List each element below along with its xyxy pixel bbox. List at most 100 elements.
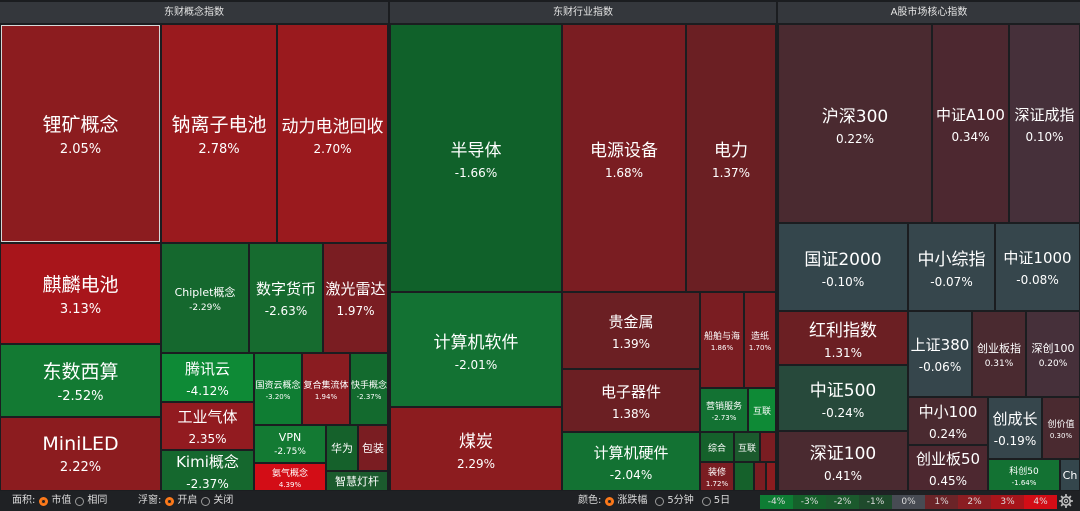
legend-swatch: -3% (793, 495, 826, 509)
tile-csi500[interactable]: 中证500 -0.24% (778, 365, 908, 431)
legend-swatch: -2% (826, 495, 859, 509)
tile-qilin-battery[interactable]: 麒麟电池 3.13% (0, 243, 161, 344)
tile-packaging[interactable]: 包装 (358, 425, 388, 471)
legend-swatch: 3% (991, 495, 1024, 509)
tile-name: 国证2000 (804, 250, 882, 270)
header-industry-index: 东财行业指数 (390, 2, 776, 23)
tile-name: 复合集流体 (303, 380, 349, 391)
color-option-5day[interactable]: 5日 (713, 495, 731, 506)
tile-cni2000[interactable]: 国证2000 -0.10% (778, 223, 908, 311)
tile-kuaishou[interactable]: 快手概念 -2.37% (350, 353, 388, 425)
radio-icon-selected[interactable] (165, 496, 175, 506)
tile-name: 上证380 (910, 336, 970, 354)
tile-electronic-devices[interactable]: 电子器件 1.38% (562, 369, 700, 432)
tile-huawei[interactable]: 华为 (326, 425, 358, 471)
tile-pct: 0.10% (1025, 129, 1064, 144)
tile-pct: -2.37% (356, 392, 382, 401)
tile-name: 中证500 (809, 381, 877, 401)
radio-icon-selected[interactable] (605, 496, 615, 506)
tile-pct: 2.78% (198, 142, 240, 157)
radio-icon[interactable] (655, 496, 665, 506)
tile-pct: 0.24% (928, 427, 968, 441)
tile-name: 中证A100 (936, 105, 1005, 124)
tile-csi-a100[interactable]: 中证A100 0.34% (932, 24, 1009, 223)
tile-precious-metals[interactable]: 贵金属 1.39% (562, 292, 700, 369)
tile-small-industry-3[interactable] (754, 462, 766, 491)
color-label: 颜色: (578, 495, 602, 506)
tile-csi1000[interactable]: 中证1000 -0.08% (995, 223, 1080, 311)
tile-sodium-battery[interactable]: 钠离子电池 2.78% (161, 24, 277, 243)
tile-electricity[interactable]: 电力 1.37% (686, 24, 776, 292)
tile-paper[interactable]: 造纸 1.70% (744, 292, 776, 388)
tile-pct: -0.08% (1016, 273, 1059, 287)
radio-icon[interactable] (201, 496, 211, 506)
tile-digital-currency[interactable]: 数字货币 -2.63% (249, 243, 323, 353)
tile-internet-1[interactable]: 互联 (748, 388, 776, 432)
tile-pct: 0.20% (1038, 358, 1068, 369)
tile-chiplet[interactable]: Chiplet概念 -2.29% (161, 243, 249, 353)
tile-smart-lamp[interactable]: 智慧灯杆 (326, 471, 388, 491)
tile-pct: -2.01% (454, 357, 498, 372)
tile-lidar[interactable]: 激光雷达 1.97% (323, 243, 388, 353)
tile-sme-composite[interactable]: 中小综指 -0.07% (908, 223, 995, 311)
tile-tencent-cloud[interactable]: 腾讯云 -4.12% (161, 353, 254, 402)
tile-name: MiniLED (42, 433, 119, 455)
tile-composite-collector[interactable]: 复合集流体 1.94% (302, 353, 350, 425)
tile-szse100[interactable]: 深证100 0.41% (778, 431, 908, 491)
tile-chinext50[interactable]: 创业板50 0.45% (908, 445, 988, 491)
tile-miniled[interactable]: MiniLED 2.22% (0, 417, 161, 491)
float-option-off[interactable]: 关闭 (213, 495, 234, 506)
area-label: 面积: (12, 495, 36, 506)
tile-power-equipment[interactable]: 电源设备 1.68% (562, 24, 686, 292)
tile-kimi[interactable]: Kimi概念 -2.37% (161, 450, 254, 491)
radio-icon-selected[interactable] (39, 496, 49, 506)
tile-name: 沪深300 (821, 106, 889, 127)
tile-dividend-index[interactable]: 红利指数 1.31% (778, 311, 908, 365)
color-option-5min[interactable]: 5分钟 (667, 495, 694, 506)
radio-icon[interactable] (701, 496, 711, 506)
tile-state-cloud[interactable]: 国资云概念 -3.20% (254, 353, 302, 425)
tile-shenzhen-innovation100[interactable]: 深创100 0.20% (1026, 311, 1080, 397)
tile-csi300[interactable]: 沪深300 0.22% (778, 24, 932, 223)
tile-small-industry-4[interactable] (766, 462, 776, 491)
tile-east-data[interactable]: 东数西算 -2.52% (0, 344, 161, 417)
tile-small-industry-2[interactable] (734, 462, 754, 491)
tile-pct: -0.06% (918, 360, 962, 374)
tile-pct: 3.13% (59, 302, 102, 317)
legend-swatch: -4% (760, 495, 793, 509)
gear-icon[interactable] (1059, 494, 1073, 508)
tile-vpn[interactable]: VPN -2.75% (254, 425, 326, 463)
radio-icon[interactable] (75, 496, 85, 506)
tile-shipbuilding[interactable]: 船舶与海 1.86% (700, 292, 744, 388)
tile-fluorine-gas[interactable]: 氨气概念 4.39% (254, 463, 326, 491)
tile-decoration[interactable]: 装修 1.72% (700, 462, 734, 491)
tile-pct: 2.70% (313, 141, 352, 156)
tile-marketing-services[interactable]: 营销服务 -2.73% (700, 388, 748, 432)
tile-pct: -4.12% (186, 383, 229, 398)
tile-battery-recycle[interactable]: 动力电池回收 2.70% (277, 24, 388, 243)
tile-small-industry-1[interactable] (760, 432, 776, 462)
tile-computer-software[interactable]: 计算机软件 -2.01% (390, 292, 562, 407)
tile-star50[interactable]: 科创50 -1.64% (988, 459, 1060, 491)
float-option-on[interactable]: 开启 (177, 495, 198, 506)
color-option-change[interactable]: 涨跌幅 (617, 495, 648, 506)
tile-coal[interactable]: 煤炭 2.29% (390, 407, 562, 491)
tile-lithium-mine[interactable]: 锂矿概念 2.05% (0, 24, 161, 243)
tile-internet-2[interactable]: 互联 (734, 432, 760, 462)
tile-name: 深证成指 (1014, 105, 1075, 124)
tile-industrial-gas[interactable]: 工业气体 2.35% (161, 402, 254, 450)
tile-comprehensive[interactable]: 综合 (700, 432, 734, 462)
tile-sse380[interactable]: 上证380 -0.06% (908, 311, 972, 397)
tile-name: 电子器件 (600, 382, 661, 401)
tile-chinext-value[interactable]: 创价值 0.30% (1042, 397, 1080, 459)
area-option-equal[interactable]: 相同 (87, 495, 108, 506)
tile-chinext-index[interactable]: 创业板指 0.31% (972, 311, 1026, 397)
tile-semiconductor[interactable]: 半导体 -1.66% (390, 24, 562, 292)
tile-szse-component[interactable]: 深证成指 0.10% (1009, 24, 1080, 223)
tile-pct: 0.41% (823, 469, 863, 483)
tile-sme100[interactable]: 中小100 0.24% (908, 397, 988, 445)
tile-computer-hardware[interactable]: 计算机硬件 -2.04% (562, 432, 700, 491)
tile-ch-truncated[interactable]: Ch (1060, 459, 1080, 491)
tile-chinext-growth[interactable]: 创成长 -0.19% (988, 397, 1042, 459)
area-option-market-cap[interactable]: 市值 (51, 495, 72, 506)
